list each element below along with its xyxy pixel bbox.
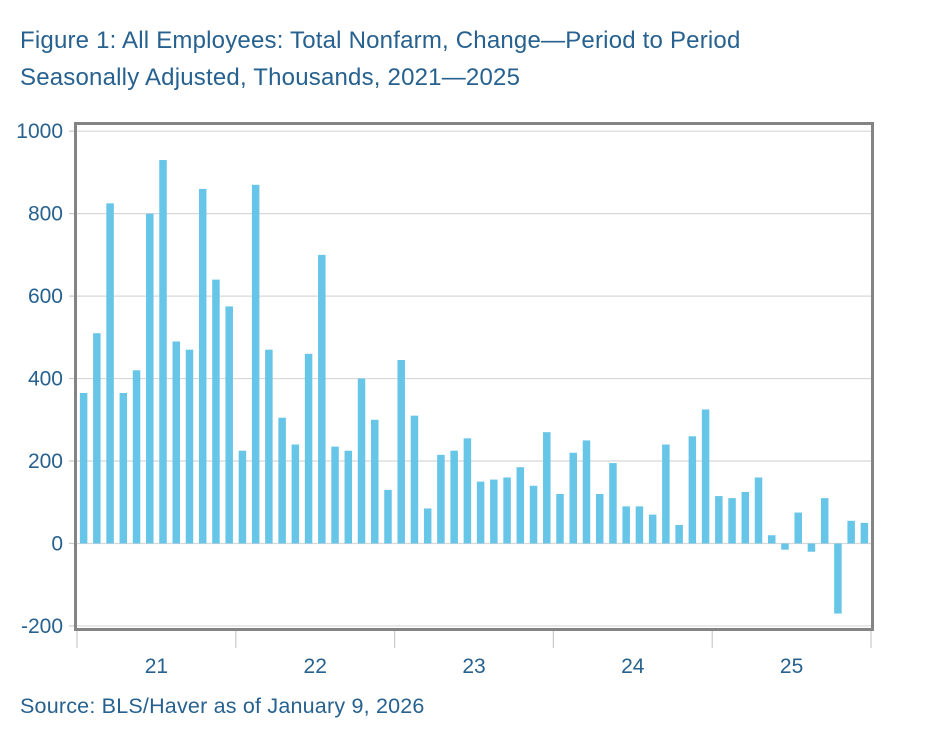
bar-2025-05 <box>768 535 776 544</box>
xtick-label-21: 21 <box>145 655 168 678</box>
bar-2022-03 <box>265 349 273 544</box>
bar-2022-12 <box>384 489 392 544</box>
bar-2022-11 <box>371 419 379 544</box>
bar-2024-03 <box>582 440 591 544</box>
bar-2024-04 <box>595 494 604 544</box>
ytick-label--200: -200 <box>21 615 63 638</box>
bar-2024-08 <box>648 514 657 544</box>
xtick-label-25: 25 <box>780 655 803 678</box>
bar-2023-05 <box>450 450 458 544</box>
bar-2021-08 <box>172 341 180 544</box>
bar-2025-02 <box>728 498 736 544</box>
bar-2022-01 <box>238 450 247 544</box>
bar-2023-03 <box>423 508 432 544</box>
bar-2022-09 <box>344 450 353 544</box>
bar-2025-10 <box>834 543 842 614</box>
bar-2023-09 <box>503 477 511 544</box>
bar-2022-07 <box>318 254 326 544</box>
bar-2021-12 <box>225 306 233 544</box>
bar-2025-04 <box>754 477 763 544</box>
ytick-label-800: 800 <box>28 203 63 226</box>
bar-2023-06 <box>463 438 472 544</box>
bar-2023-07 <box>476 481 485 544</box>
bar-2025-03 <box>741 491 750 544</box>
bar-2025-11 <box>847 520 855 544</box>
bar-2025-08 <box>807 543 816 552</box>
bar-2022-06 <box>304 353 313 544</box>
bar-2021-01 <box>79 392 88 544</box>
bar-2021-07 <box>159 160 167 544</box>
bar-2023-10 <box>516 467 525 544</box>
bar-2022-05 <box>291 444 300 544</box>
bar-2021-09 <box>185 349 194 544</box>
ytick-label-600: 600 <box>28 285 63 308</box>
figure-title: Figure 1: All Employees: Total Nonfarm, … <box>20 22 910 96</box>
ytick-label-1000: 1000 <box>16 120 63 143</box>
bar-2021-03 <box>106 203 114 544</box>
bar-2022-04 <box>278 417 286 544</box>
ytick-label-400: 400 <box>28 368 63 391</box>
bar-2021-05 <box>132 370 141 544</box>
bar-2024-11 <box>688 436 697 544</box>
bar-2022-02 <box>251 184 260 544</box>
bar-2024-12 <box>701 409 710 544</box>
bar-2024-01 <box>556 494 564 544</box>
xtick-label-22: 22 <box>304 655 327 678</box>
bar-2025-07 <box>794 512 802 544</box>
plot-border <box>74 122 874 631</box>
bar-2021-10 <box>198 188 207 544</box>
bar-2025-09 <box>820 498 829 544</box>
bar-2022-10 <box>357 378 366 544</box>
bar-2023-11 <box>529 485 538 544</box>
bar-2024-09 <box>662 444 670 544</box>
figure-title-line-2: Seasonally Adjusted, Thousands, 2021—202… <box>20 64 521 91</box>
bar-2024-06 <box>622 506 630 544</box>
bar-2025-06 <box>781 543 789 550</box>
bar-2023-04 <box>437 454 445 544</box>
bar-2024-07 <box>635 506 644 544</box>
bar-2025-12 <box>860 522 869 544</box>
bar-2024-05 <box>609 463 617 544</box>
bar-2023-02 <box>410 415 419 544</box>
figure-title-line-1: Figure 1: All Employees: Total Nonfarm, … <box>20 27 741 54</box>
bar-2024-10 <box>675 524 683 544</box>
bar-2024-02 <box>569 452 577 544</box>
bar-2021-04 <box>119 392 128 544</box>
bar-2021-06 <box>146 213 154 544</box>
bar-2023-01 <box>397 360 405 544</box>
bar-2023-08 <box>490 479 498 544</box>
bar-2025-01 <box>715 496 723 544</box>
source-note: Source: BLS/Haver as of January 9, 2026 <box>20 694 425 718</box>
ytick-label-200: 200 <box>28 450 63 473</box>
bar-2023-12 <box>543 432 551 544</box>
bar-2021-02 <box>93 333 101 544</box>
bar-2022-08 <box>331 446 339 544</box>
ytick-label-0: 0 <box>51 532 63 555</box>
xtick-label-23: 23 <box>462 655 485 678</box>
xtick-label-24: 24 <box>621 655 645 678</box>
bar-2021-11 <box>212 279 220 544</box>
